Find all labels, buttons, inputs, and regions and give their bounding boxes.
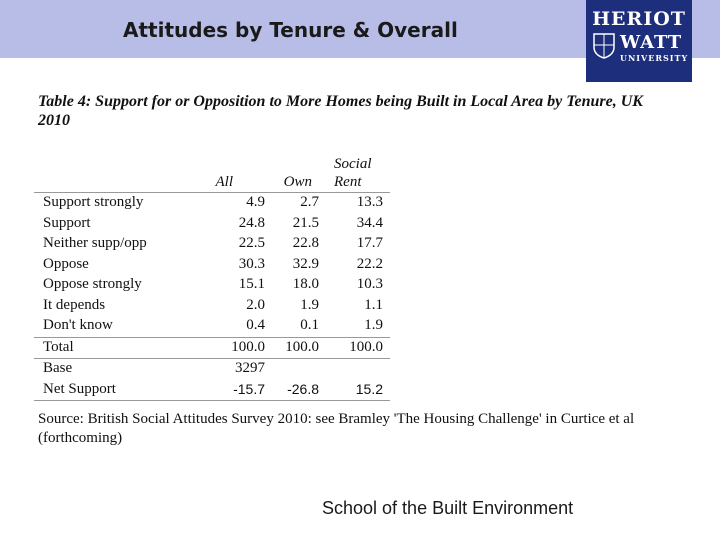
table-row: Support strongly 4.9 2.7 13.3 — [34, 193, 390, 214]
crest-icon — [593, 33, 615, 59]
cell-all: 100.0 — [231, 338, 265, 355]
col-header-rent-line1: Social — [334, 156, 372, 172]
cell-rent: 15.2 — [355, 380, 383, 397]
attitudes-table: All Own Social Rent Support strongly 4.9… — [34, 154, 390, 401]
table-row: Support 24.8 21.5 34.4 — [34, 214, 390, 235]
table-row: Oppose strongly 15.1 18.0 10.3 — [34, 275, 390, 296]
row-label: Net Support — [43, 380, 116, 397]
row-label: Neither supp/opp — [43, 235, 147, 251]
row-label: Support — [43, 214, 91, 231]
logo-line2: WATT — [620, 32, 683, 53]
col-header-social-rent: Social Rent — [334, 155, 372, 191]
net-support-row: Net Support -15.7 -26.8 15.2 — [34, 380, 390, 401]
cell-all: -15.7 — [233, 380, 265, 397]
table-row: It depends 2.0 1.9 1.1 — [34, 296, 390, 317]
cell-own: 100.0 — [285, 338, 319, 355]
row-label: Total — [43, 338, 74, 355]
cell-rent: 100.0 — [349, 338, 383, 355]
row-label: Oppose — [43, 255, 89, 272]
footer-text: School of the Built Environment — [322, 498, 574, 518]
cell-rent: 13.3 — [356, 194, 383, 210]
cell-own: 32.9 — [292, 255, 319, 272]
logo-line1: HERIOT — [592, 8, 686, 30]
slide-title: Attitudes by Tenure & Overall — [123, 18, 458, 42]
cell-own: 2.7 — [300, 194, 319, 210]
table-caption: Table 4: Support for or Opposition to Mo… — [38, 93, 643, 129]
cell-all: 4.9 — [246, 194, 265, 210]
cell-rent: 34.4 — [356, 214, 383, 231]
table-row: Oppose 30.3 32.9 22.2 — [34, 255, 390, 276]
cell-rent: 1.1 — [364, 296, 383, 313]
row-label: Base — [43, 360, 73, 376]
cell-own: 18.0 — [292, 276, 319, 292]
cell-own: 21.5 — [292, 214, 319, 231]
cell-all: 3297 — [235, 360, 265, 376]
cell-rent: 10.3 — [356, 276, 383, 292]
cell-all: 15.1 — [238, 276, 265, 292]
cell-rent: 1.9 — [364, 317, 383, 333]
total-row: Total 100.0 100.0 100.0 — [34, 336, 390, 359]
cell-all: 2.0 — [246, 296, 265, 313]
col-header-all: All — [215, 174, 234, 190]
base-row: Base 3297 — [34, 359, 390, 380]
logo-line3: UNIVERSITY — [620, 53, 689, 63]
row-label: Support strongly — [43, 194, 144, 210]
table-row: Neither supp/opp 22.5 22.8 17.7 — [34, 234, 390, 255]
cell-all: 0.4 — [246, 317, 265, 333]
cell-rent: 17.7 — [356, 235, 383, 251]
table-row: Don't know 0.4 0.1 1.9 — [34, 316, 390, 337]
cell-own: 22.8 — [292, 235, 319, 251]
row-label: Oppose strongly — [43, 276, 142, 292]
table-header: All Own Social Rent — [34, 154, 390, 193]
heriot-watt-logo: HERIOT WATT UNIVERSITY — [586, 0, 692, 82]
cell-all: 30.3 — [238, 255, 265, 272]
row-label: Don't know — [43, 317, 113, 333]
cell-own: 0.1 — [300, 317, 319, 333]
source-note: Source: British Social Attitudes Survey … — [38, 411, 635, 446]
row-label: It depends — [43, 296, 106, 313]
cell-own: 1.9 — [300, 296, 319, 313]
cell-own: -26.8 — [287, 380, 319, 397]
cell-all: 24.8 — [238, 214, 265, 231]
cell-all: 22.5 — [238, 235, 265, 251]
cell-rent: 22.2 — [356, 255, 383, 272]
col-header-rent-line2: Rent — [334, 174, 362, 190]
col-header-own: Own — [283, 174, 312, 190]
